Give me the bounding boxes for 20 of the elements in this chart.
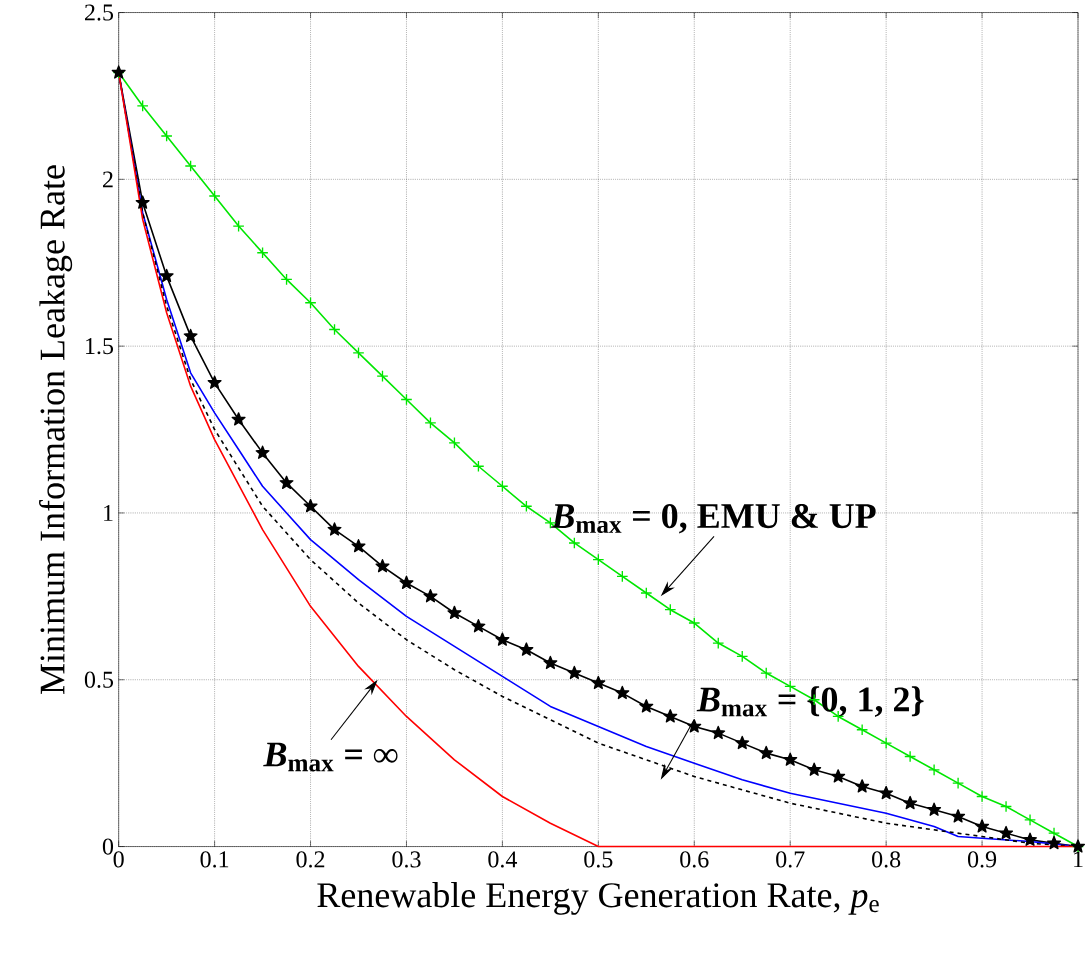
x-tick-label: 0.1 <box>200 851 229 868</box>
y-tick-label: 0.5 <box>84 671 114 689</box>
x-tick-label: 1 <box>1074 851 1083 868</box>
annotation: B$_{max}$ = 0, EMU & UP <box>551 504 876 534</box>
x-tick-label: 0.6 <box>680 851 709 868</box>
y-tick-label: 2.5 <box>85 4 114 21</box>
x-tick-label: 0.4 <box>488 851 518 868</box>
x-tick-label: 0.7 <box>776 851 805 868</box>
y-axis-title: Minimum Information Leakage Rate <box>39 165 73 695</box>
x-tick-label: 0.5 <box>584 851 613 868</box>
x-axis-title: Renewable Energy Generation Rate, p$_{e}$ <box>317 882 879 916</box>
y-tick-label: 0 <box>102 838 114 855</box>
x-tick-label: 0.8 <box>872 851 901 868</box>
annotation: B$_{max}$ = ∞ <box>263 742 398 772</box>
y-tick-label: 1 <box>104 505 113 522</box>
x-tick-label: 0.9 <box>967 851 997 868</box>
x-tick-label: 0.2 <box>296 851 325 868</box>
y-tick-label: 1.5 <box>86 338 114 355</box>
y-tick-label: 2 <box>103 171 113 188</box>
x-tick-label: 0.3 <box>392 851 421 868</box>
